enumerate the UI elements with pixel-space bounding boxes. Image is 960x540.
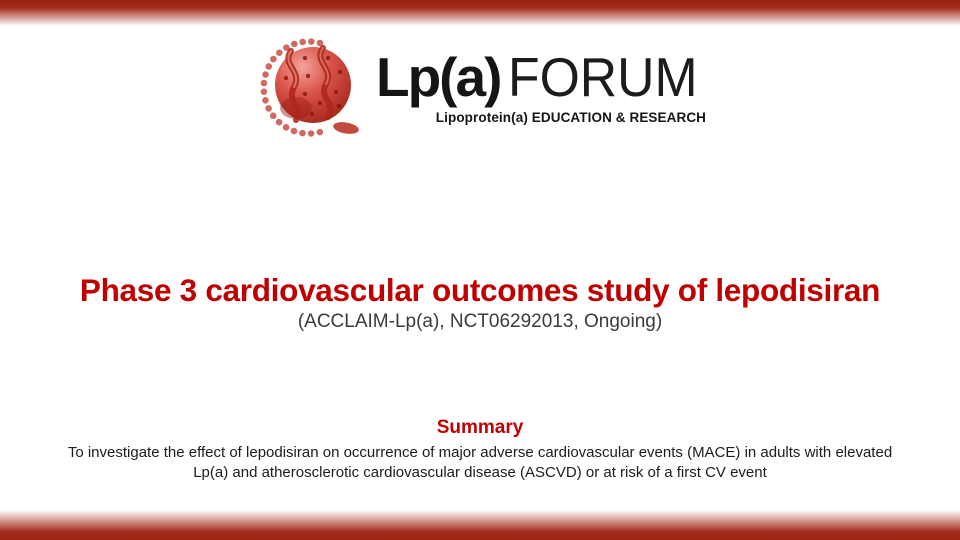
logo-text: Lp(a) FORUM Lipoprotein(a) EDUCATION & R… [375,45,710,125]
bottom-accent-bar [0,510,960,540]
slide-title: Phase 3 cardiovascular outcomes study of… [79,272,881,309]
lpa-forum-logo: Lp(a) FORUM Lipoprotein(a) EDUCATION & R… [0,36,960,138]
lpa-particle-icon [260,38,359,137]
summary-text: To investigate the effect of lepodisiran… [67,444,893,482]
logo-brand-light: FORUM [508,45,698,108]
logo-brand-bold: Lp(a) [375,45,502,108]
top-accent-bar [0,0,960,26]
summary-heading: Summary [436,417,524,438]
slide-subtitle: (ACCLAIM-Lp(a), NCT06292013, Ongoing) [297,311,663,332]
logo-wordmark: Lp(a) FORUM [375,45,710,108]
logo-tagline: Lipoprotein(a) EDUCATION & RESEARCH [435,109,707,125]
